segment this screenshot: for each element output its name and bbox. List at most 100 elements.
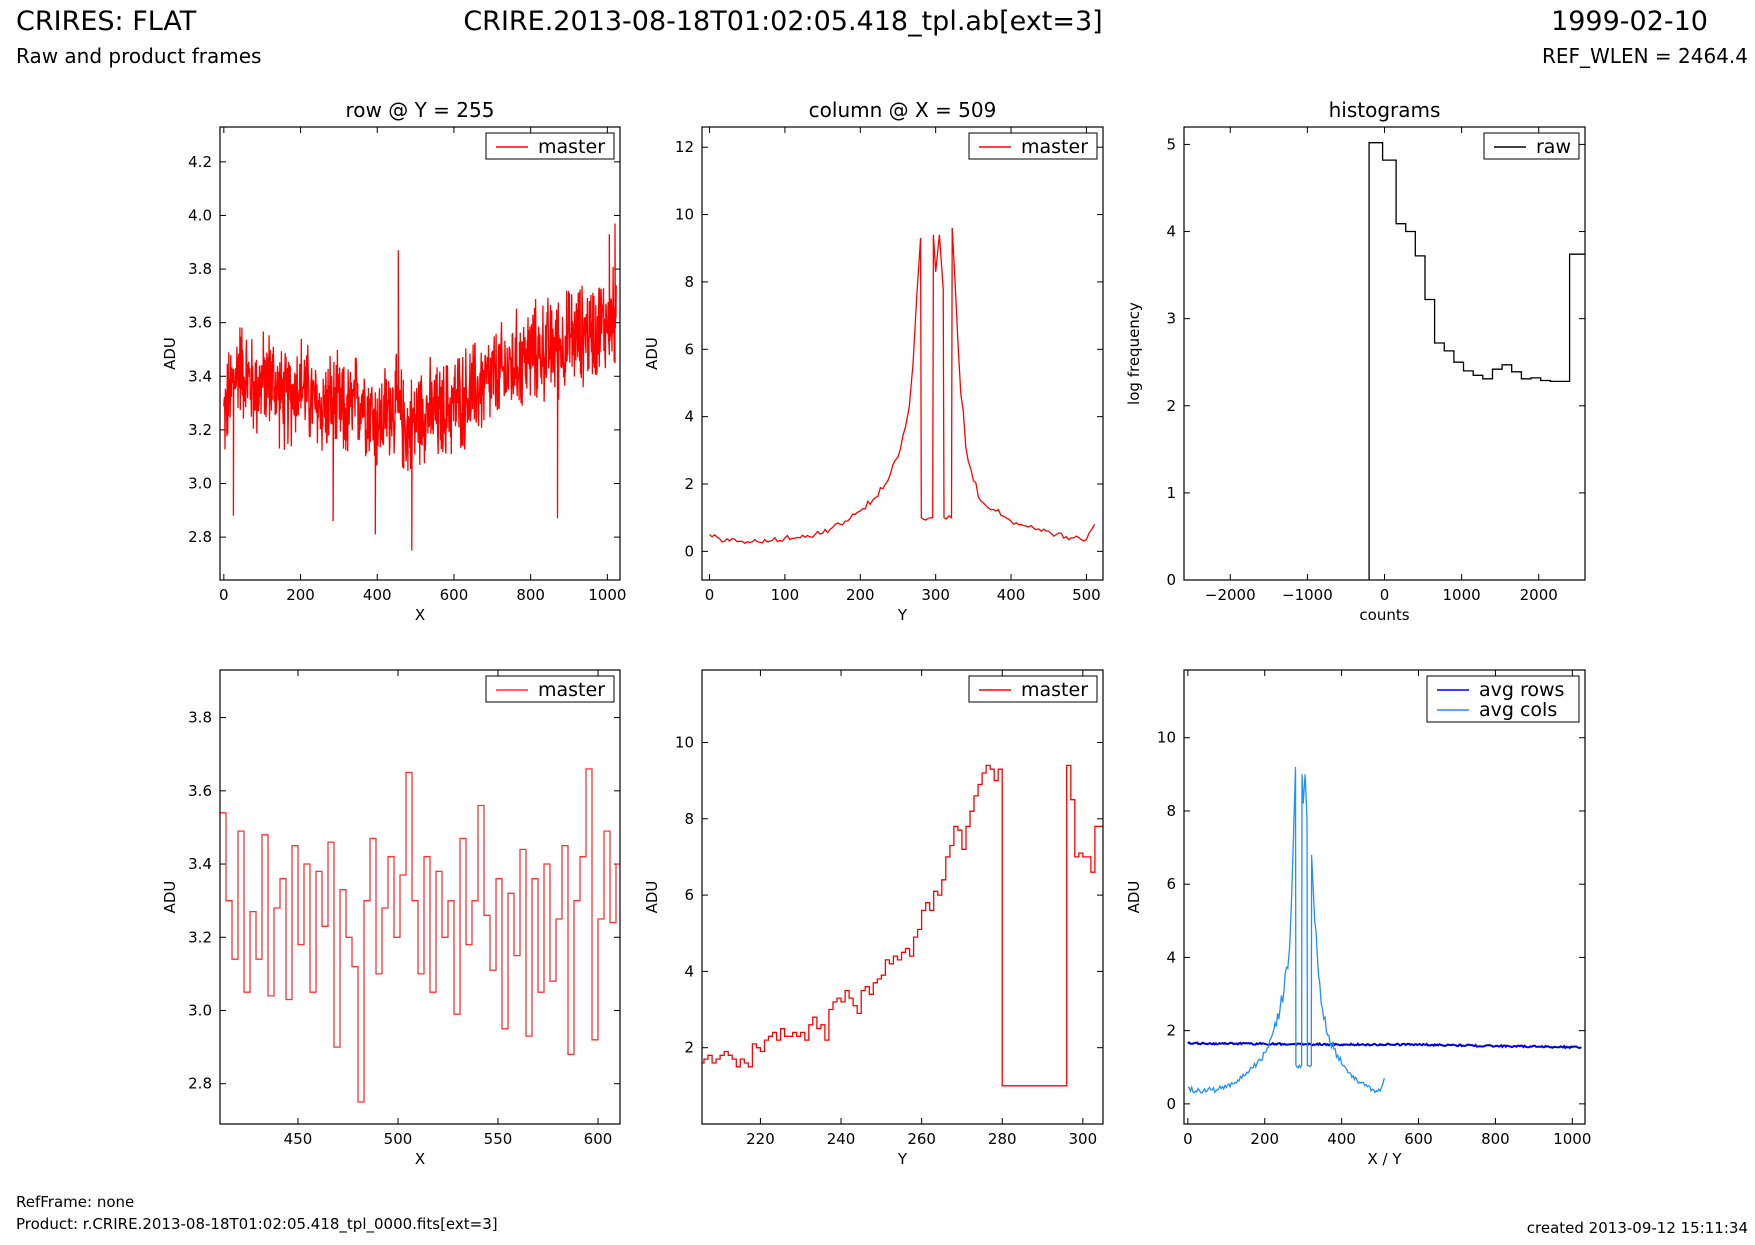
chart-column: column @ X = 509 Y ADU 0 100 200 300 400 500 0 2 4 6… (643, 98, 1104, 624)
y-tick-label: 1 (1166, 484, 1176, 502)
x-tick-label: 500 (384, 1130, 413, 1148)
y-axis-label: log frequency (1125, 302, 1143, 405)
refframe-label: RefFrame: none (16, 1193, 135, 1211)
y-tick-label: 8 (684, 810, 694, 828)
plot-frame (219, 126, 621, 581)
product-label: Product: r.CRIRE.2013-08-18T01:02:05.418… (16, 1215, 498, 1233)
y-axis-label: ADU (161, 881, 179, 914)
x-tick-label: −2000 (1205, 586, 1256, 604)
chart-title: histograms (1329, 98, 1441, 122)
x-tick-label: 260 (907, 1130, 936, 1148)
legend-box (968, 132, 1098, 160)
y-tick-label: 4 (684, 962, 694, 980)
y-tick-label: 2 (684, 475, 694, 493)
series-group (702, 764, 1103, 1087)
y-axis-label: ADU (643, 881, 661, 914)
x-tick-label: 1000 (1443, 586, 1481, 604)
y-tick-label: 3.8 (188, 260, 212, 278)
x-tick-label: 300 (921, 586, 950, 604)
legend-label: master (1021, 136, 1088, 158)
plot-frame (1183, 669, 1586, 1125)
chart-column-zoom: Y ADU 220 240 260 280 300 2 4 6 8 10 master (643, 669, 1104, 1168)
legend: raw (1483, 132, 1580, 160)
y-tick-label: 2.8 (188, 1075, 212, 1093)
y-tick-label: 10 (675, 206, 694, 224)
series-group (223, 223, 617, 551)
y-tick-label: 8 (684, 273, 694, 291)
chart-title: row @ Y = 255 (346, 98, 495, 122)
x-tick-label: 0 (1183, 1130, 1193, 1148)
legend: master (485, 675, 615, 703)
x-axis-label: X / Y (1367, 1150, 1402, 1168)
y-tick-label: 4 (1166, 948, 1176, 966)
plot-frame (701, 126, 1104, 581)
plot-frame (219, 669, 621, 1125)
series-line-raw (1368, 142, 1585, 580)
x-tick-label: 300 (1069, 1130, 1098, 1148)
y-tick-label: 10 (675, 733, 694, 751)
page-title: CRIRES: FLAT (16, 6, 197, 37)
x-tick-label: 200 (846, 586, 875, 604)
series-line-master (223, 223, 617, 551)
date-label: 1999-02-10 (1551, 6, 1708, 37)
x-tick-label: 800 (516, 586, 545, 604)
x-tick-label: 200 (1250, 1130, 1279, 1148)
x-tick-label: −1000 (1282, 586, 1333, 604)
x-tick-label: 450 (284, 1130, 313, 1148)
x-axis-label: X (415, 1150, 425, 1168)
legend-box (968, 675, 1098, 703)
y-tick-label: 2 (684, 1039, 694, 1057)
x-tick-label: 0 (219, 586, 229, 604)
chart-row: row @ Y = 255 X ADU 0 200 400 600 800 1000 2.8 3.0… (161, 98, 626, 624)
legend-label: avg cols (1479, 699, 1557, 721)
legend-box (485, 132, 615, 160)
legend-box (1426, 675, 1580, 723)
x-tick-label: 2000 (1520, 586, 1558, 604)
series-line-master (709, 227, 1096, 545)
y-tick-label: 0 (684, 542, 694, 560)
y-tick-label: 3.6 (188, 782, 212, 800)
y-tick-label: 0 (1166, 1095, 1176, 1113)
series-line-avg-rows (1187, 1041, 1582, 1050)
x-tick-label: 1000 (588, 586, 626, 604)
y-tick-label: 6 (1166, 875, 1176, 893)
y-tick-label: 6 (684, 886, 694, 904)
y-tick-label: 3.6 (188, 314, 212, 332)
y-tick-label: 2 (1166, 397, 1176, 415)
legend: master (485, 132, 615, 160)
x-axis-label: X (415, 606, 425, 624)
y-axis-label: ADU (161, 337, 179, 370)
y-tick-label: 3.2 (188, 928, 212, 946)
chart-avg: X / Y ADU 0 200 400 600 800 1000 0 2 4 6 8 10 avg rows… (1125, 669, 1591, 1168)
legend-box (485, 675, 615, 703)
x-tick-label: 280 (988, 1130, 1017, 1148)
series-line-master (702, 764, 1103, 1087)
x-tick-label: 400 (1327, 1130, 1356, 1148)
legend-label: raw (1536, 136, 1571, 158)
x-tick-label: 500 (1072, 586, 1101, 604)
legend-label: master (538, 136, 605, 158)
y-tick-label: 4 (1166, 223, 1176, 241)
series-line-avg-cols (1187, 766, 1385, 1094)
x-tick-label: 600 (440, 586, 469, 604)
chart-title: column @ X = 509 (809, 98, 997, 122)
x-tick-label: 1000 (1553, 1130, 1591, 1148)
y-tick-label: 5 (1166, 135, 1176, 153)
y-tick-label: 3.4 (188, 367, 212, 385)
y-tick-label: 12 (675, 138, 694, 156)
y-tick-label: 3 (1166, 310, 1176, 328)
x-tick-label: 600 (1404, 1130, 1433, 1148)
legend: master (968, 132, 1098, 160)
file-title: CRIRE.2013-08-18T01:02:05.418_tpl.ab[ext… (463, 6, 1103, 37)
ref-wlen-label: REF_WLEN = 2464.4 (1541, 44, 1748, 68)
chart-hist: histograms counts log frequency −2000 −1000 0… (1125, 98, 1586, 624)
series-group (1187, 766, 1582, 1094)
x-tick-label: 400 (363, 586, 392, 604)
created-label: created 2013-09-12 15:11:34 (1526, 1219, 1748, 1237)
y-tick-label: 3.2 (188, 421, 212, 439)
x-axis-label: Y (897, 606, 908, 624)
legend: master (968, 675, 1098, 703)
series-group (1368, 142, 1585, 580)
